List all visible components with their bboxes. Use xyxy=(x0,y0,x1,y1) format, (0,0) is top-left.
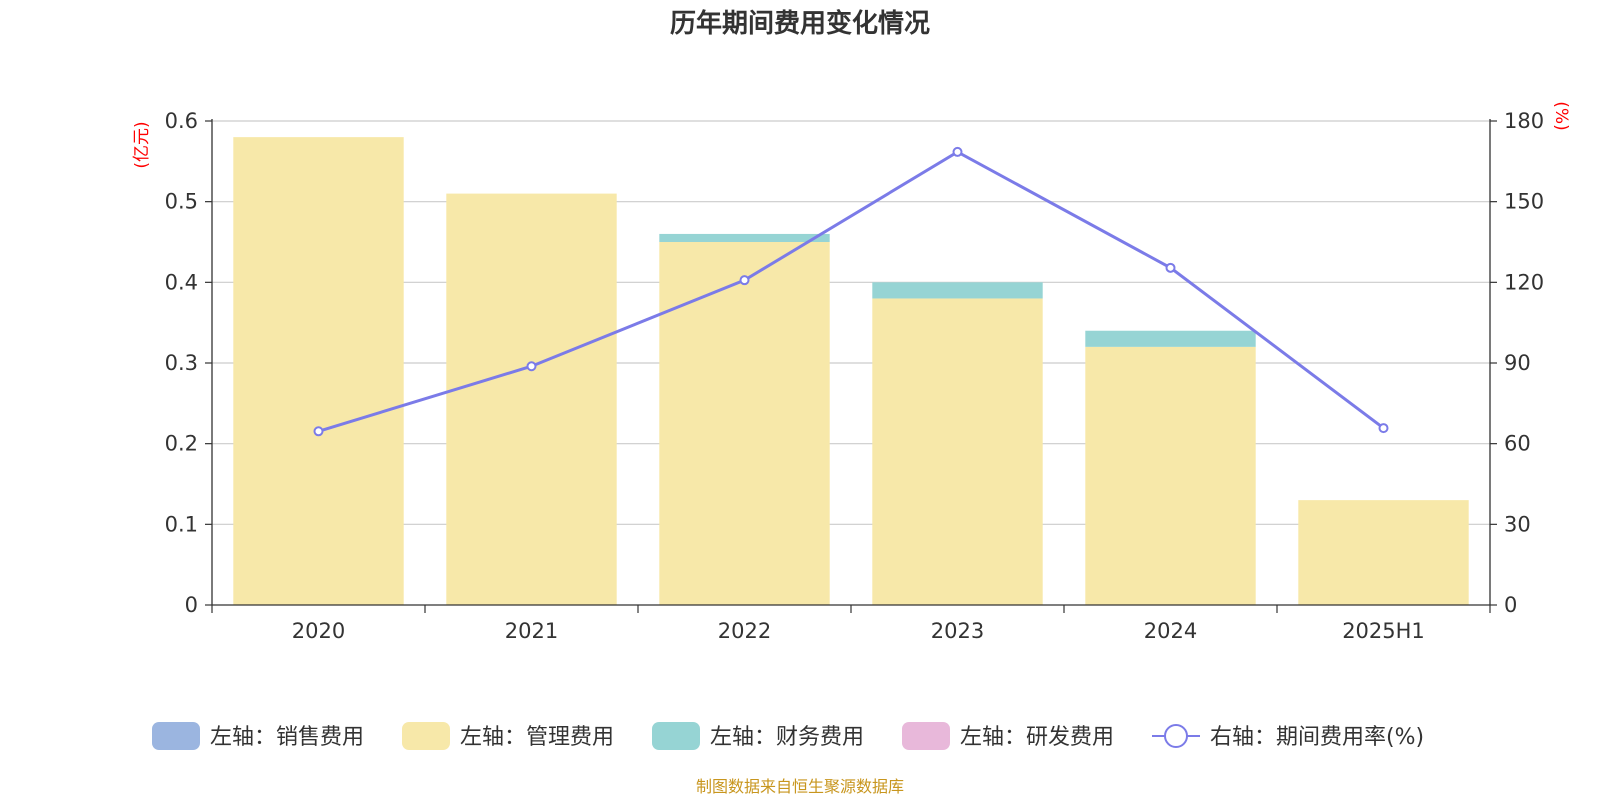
bars xyxy=(233,137,1469,605)
bar-segment xyxy=(659,233,830,242)
legend-swatch xyxy=(402,722,450,750)
legend-label: 右轴：期间费用率(%) xyxy=(1210,725,1424,750)
rate-line-path xyxy=(318,150,1385,433)
legend-item[interactable]: 左轴：研发费用 xyxy=(902,722,1114,750)
x-tick-label: 2023 xyxy=(931,619,984,643)
left-axis-unit: (亿元) xyxy=(132,121,152,168)
grid xyxy=(212,120,1490,525)
left-tick-label: 0.3 xyxy=(165,351,198,375)
right-tick-label: 0 xyxy=(1504,593,1517,617)
bar-segment xyxy=(1298,500,1469,605)
right-tick-label: 120 xyxy=(1504,270,1544,294)
legend-label: 左轴：销售费用 xyxy=(210,725,364,750)
legend-label: 左轴：管理费用 xyxy=(460,725,614,750)
legend: 左轴：销售费用 左轴：管理费用 左轴：财务费用 左轴：研发费用 右轴：期间费用率(%) xyxy=(152,722,1424,750)
x-tick-label: 2022 xyxy=(718,619,771,643)
bar-segment xyxy=(446,193,617,605)
legend-item[interactable]: 左轴：管理费用 xyxy=(402,722,614,750)
left-tick-label: 0.5 xyxy=(165,190,198,214)
legend-swatch xyxy=(152,722,200,750)
legend-label: 左轴：财务费用 xyxy=(710,725,864,750)
legend-item[interactable]: 左轴：销售费用 xyxy=(152,722,364,750)
axes: 0 0.1 0.2 0.3 0.4 0.5 0.6 0 30 60 90 120 150 180 2020 2… xyxy=(165,109,1545,643)
rate-line xyxy=(313,146,1389,437)
right-axis-unit: (%) xyxy=(1551,101,1571,130)
bar-segment xyxy=(1085,346,1256,605)
x-tick-label: 2024 xyxy=(1144,619,1197,643)
bar-segment xyxy=(233,137,404,605)
legend-item[interactable]: 右轴：期间费用率(%) xyxy=(1152,724,1424,750)
legend-marker xyxy=(1164,724,1188,748)
bar-segment xyxy=(872,282,1043,299)
legend-label: 左轴：研发费用 xyxy=(960,725,1114,750)
bar-segment xyxy=(872,298,1043,605)
source-note: 制图数据来自恒生聚源数据库 xyxy=(696,777,904,796)
legend-item[interactable]: 左轴：财务费用 xyxy=(652,722,864,750)
left-tick-label: 0.4 xyxy=(165,270,198,294)
rate-point xyxy=(739,275,750,286)
right-tick-label: 90 xyxy=(1504,351,1531,375)
left-tick-label: 0 xyxy=(185,593,198,617)
rate-point xyxy=(952,146,963,157)
chart-title: 历年期间费用变化情况 xyxy=(670,8,930,39)
x-tick-label: 2020 xyxy=(292,619,345,643)
left-tick-label: 0.1 xyxy=(165,512,198,536)
left-tick-label: 0.6 xyxy=(165,109,198,133)
right-tick-label: 180 xyxy=(1504,109,1544,133)
right-tick-label: 150 xyxy=(1504,190,1544,214)
rate-point xyxy=(313,426,324,437)
right-tick-label: 30 xyxy=(1504,512,1531,536)
right-tick-label: 60 xyxy=(1504,432,1531,456)
rate-point xyxy=(1378,423,1389,434)
rate-point xyxy=(526,361,537,372)
x-tick-label: 2021 xyxy=(505,619,558,643)
bar-segment xyxy=(659,242,830,605)
legend-swatch xyxy=(652,722,700,750)
x-tick-label: 2025H1 xyxy=(1342,619,1425,643)
bar-segment xyxy=(1085,330,1256,347)
legend-swatch xyxy=(902,722,950,750)
rate-point xyxy=(1165,262,1176,273)
left-tick-label: 0.2 xyxy=(165,432,198,456)
